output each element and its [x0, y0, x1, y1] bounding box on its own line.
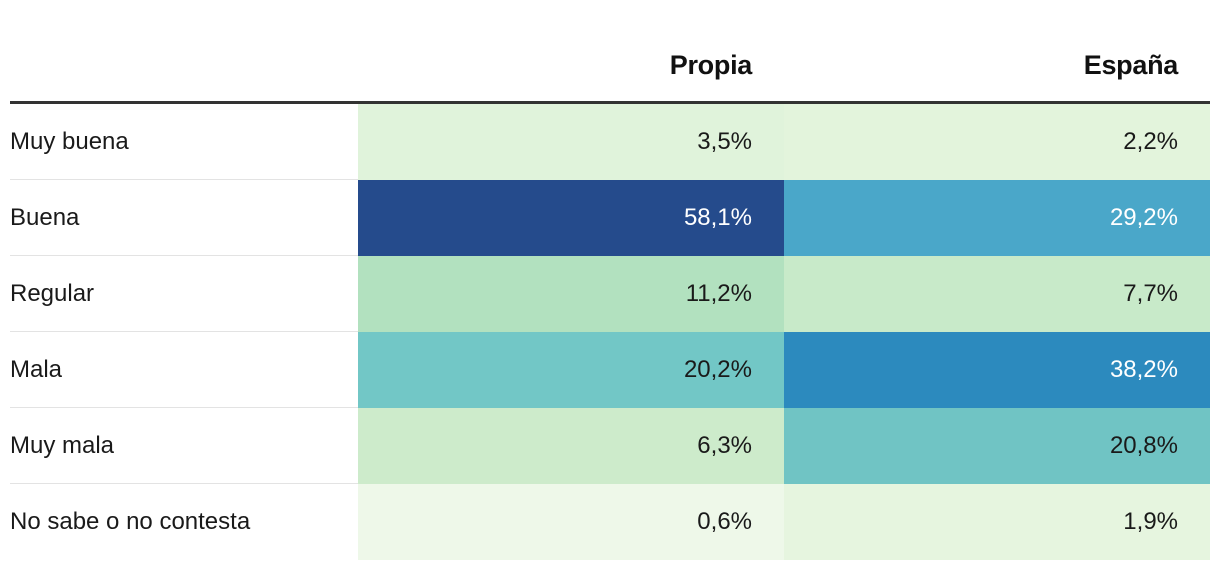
table-header: Propia España [10, 0, 1210, 104]
table-row: Muy mala 6,3% 20,8% [10, 408, 1210, 484]
row-label: No sabe o no contesta [10, 508, 251, 535]
table-row: No sabe o no contesta 0,6% 1,9% [10, 484, 1210, 560]
cell-espana: 7,7% [784, 256, 1210, 332]
cell-espana: 2,2% [784, 104, 1210, 180]
row-label: Muy buena [10, 128, 129, 155]
row-label: Regular [10, 280, 95, 307]
cell-propia: 0,6% [358, 484, 784, 560]
table-row: Regular 11,2% 7,7% [10, 256, 1210, 332]
heatmap-table: Propia España Muy buena 3,5% 2,2% Buena … [10, 0, 1210, 560]
cell-espana: 20,8% [784, 408, 1210, 484]
column-header-propia: Propia [669, 50, 753, 80]
cell-propia: 6,3% [358, 408, 784, 484]
cell-espana: 1,9% [784, 484, 1210, 560]
cell-propia: 20,2% [358, 332, 784, 408]
row-label: Buena [10, 204, 80, 231]
cell-propia: 11,2% [358, 256, 784, 332]
cell-espana: 38,2% [784, 332, 1210, 408]
cell-propia: 3,5% [358, 104, 784, 180]
table-row: Mala 20,2% 38,2% [10, 332, 1210, 408]
cell-propia: 58,1% [358, 180, 784, 256]
column-header-espana: España [1083, 50, 1179, 80]
table-row: Buena 58,1% 29,2% [10, 180, 1210, 256]
row-label: Muy mala [10, 432, 115, 459]
table-row: Muy buena 3,5% 2,2% [10, 104, 1210, 180]
row-label: Mala [10, 356, 63, 383]
cell-espana: 29,2% [784, 180, 1210, 256]
